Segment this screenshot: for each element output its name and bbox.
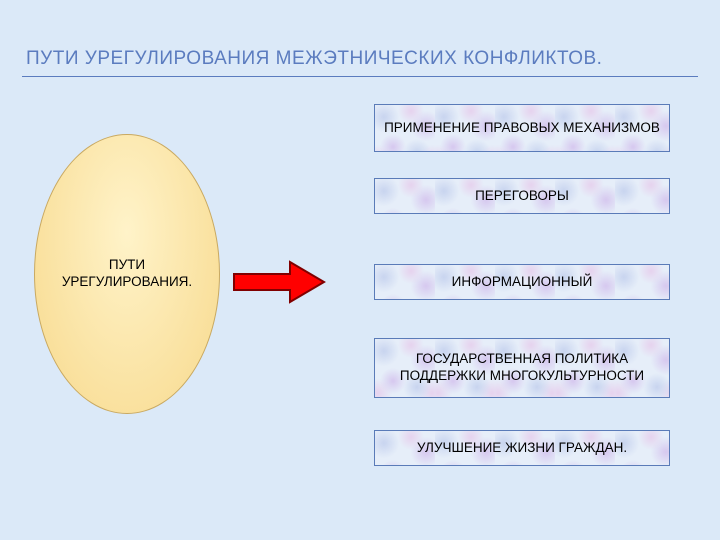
option-label: ГОСУДАРСТВЕННАЯ ПОЛИТИКА ПОДДЕРЖКИ МНОГО… — [383, 351, 661, 385]
arrow-shape — [234, 262, 324, 302]
option-box-1: ПЕРЕГОВОРЫ — [374, 178, 670, 214]
option-label: УЛУЧШЕНИЕ ЖИЗНИ ГРАЖДАН. — [417, 440, 627, 457]
option-label: ПЕРЕГОВОРЫ — [475, 188, 569, 205]
option-box-0: ПРИМЕНЕНИЕ ПРАВОВЫХ МЕХАНИЗМОВ — [374, 104, 670, 152]
option-box-2: ИНФОРМАЦИОННЫЙ — [374, 264, 670, 300]
arrow-icon — [232, 260, 326, 304]
option-box-3: ГОСУДАРСТВЕННАЯ ПОЛИТИКА ПОДДЕРЖКИ МНОГО… — [374, 338, 670, 398]
option-box-4: УЛУЧШЕНИЕ ЖИЗНИ ГРАЖДАН. — [374, 430, 670, 466]
slide-title: ПУТИ УРЕГУЛИРОВАНИЯ МЕЖЭТНИЧЕСКИХ КОНФЛИ… — [26, 48, 602, 70]
slide: ПУТИ УРЕГУЛИРОВАНИЯ МЕЖЭТНИЧЕСКИХ КОНФЛИ… — [0, 0, 720, 540]
option-label: ПРИМЕНЕНИЕ ПРАВОВЫХ МЕХАНИЗМОВ — [384, 120, 660, 137]
option-label: ИНФОРМАЦИОННЫЙ — [452, 274, 593, 291]
central-oval: ПУТИ УРЕГУЛИРОВАНИЯ. — [34, 134, 220, 414]
central-oval-label: ПУТИ УРЕГУЛИРОВАНИЯ. — [47, 257, 207, 291]
title-underline — [22, 76, 698, 77]
